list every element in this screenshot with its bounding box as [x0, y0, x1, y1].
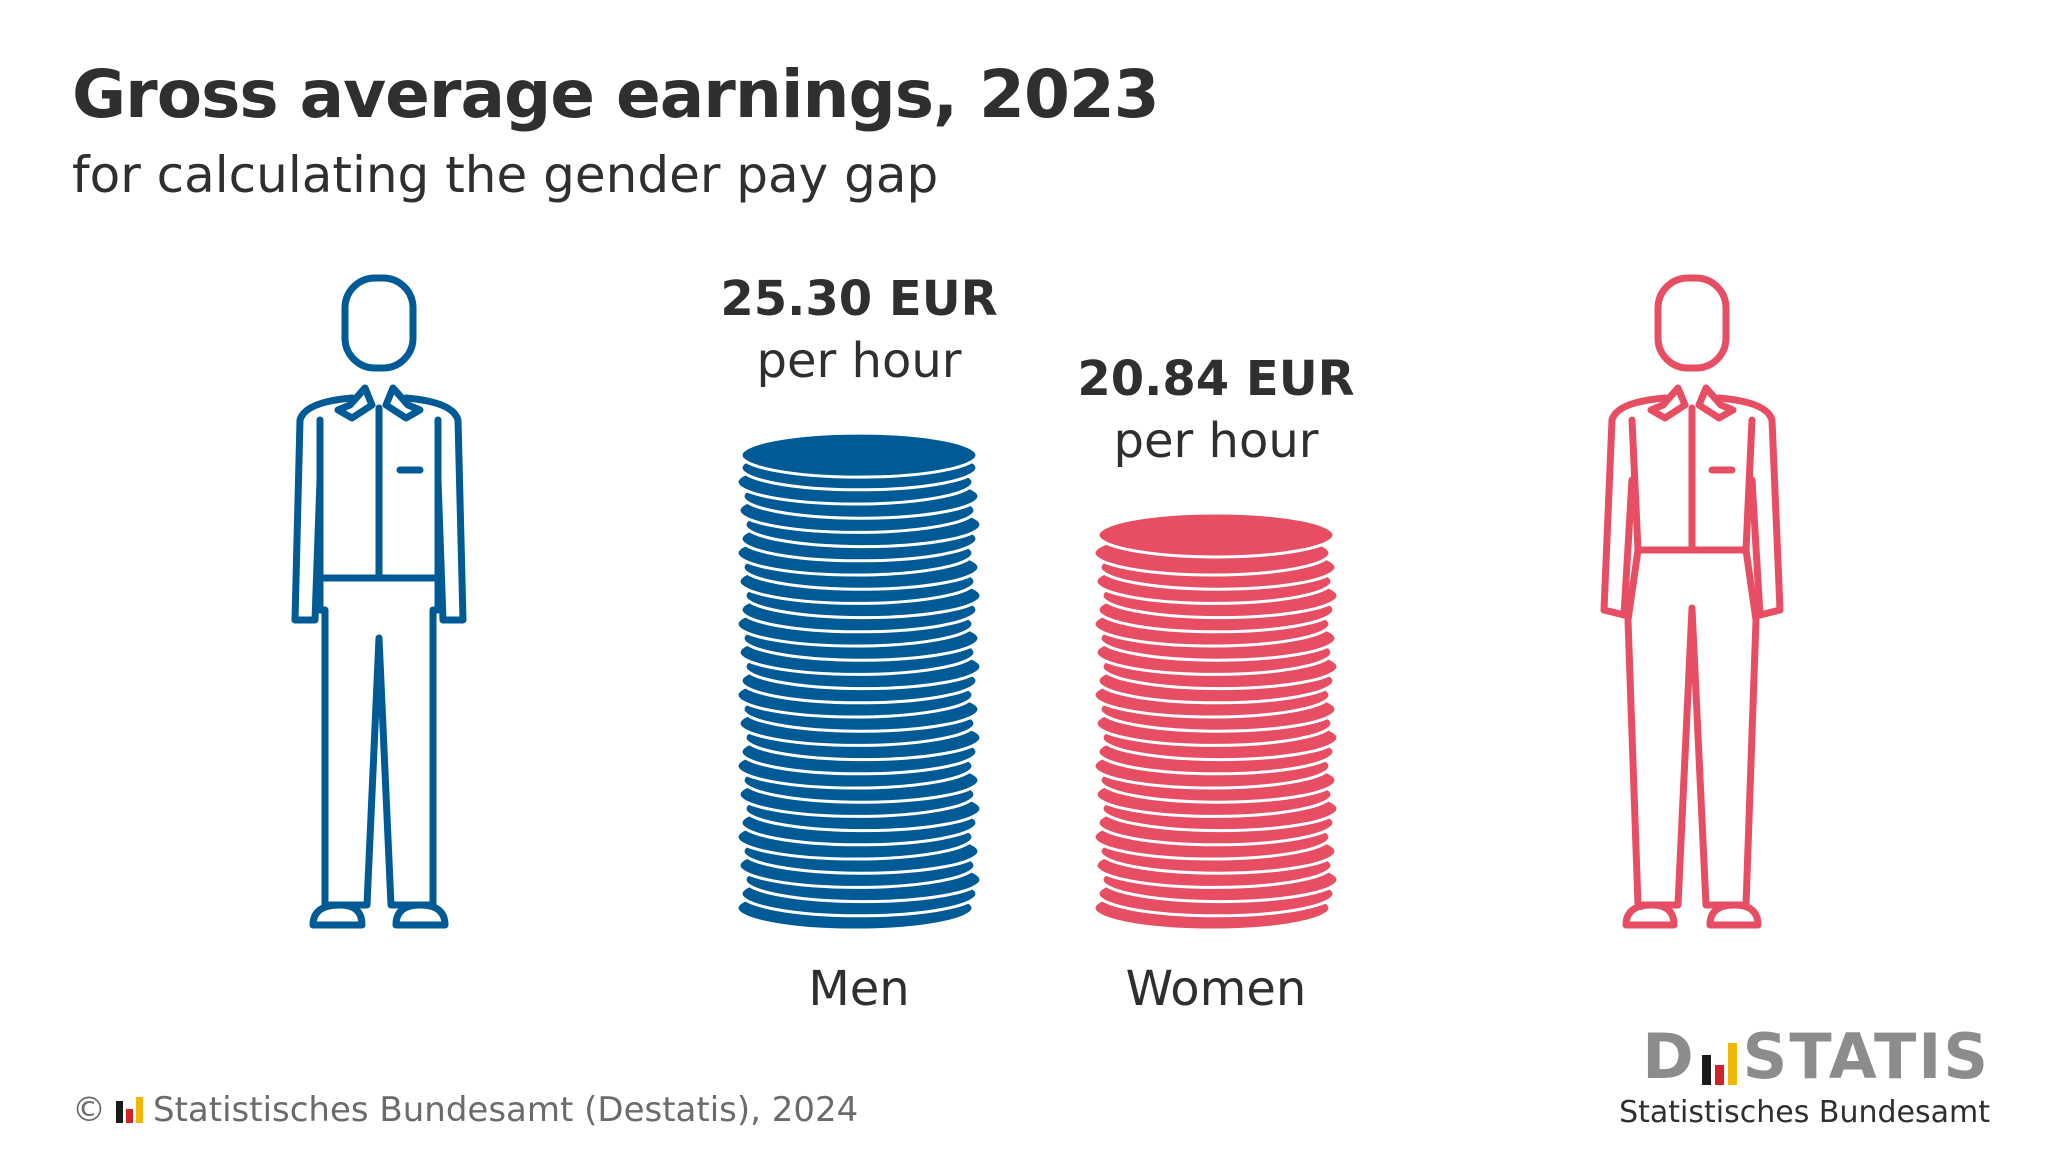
chart-subtitle: for calculating the gender pay gap [72, 146, 939, 204]
copyright-symbol: © [72, 1090, 106, 1130]
logo-tagline: Statistisches Bundesamt [1619, 1095, 1990, 1130]
footer: © Statistisches Bundesamt (Destatis), 20… [72, 1090, 858, 1130]
destatis-mini-logo-icon [116, 1097, 143, 1123]
coin-stack-top [739, 431, 979, 479]
coin-stack-women [1092, 511, 1340, 932]
category-label: Men [808, 961, 909, 1017]
woman-figure-icon [1600, 274, 1784, 929]
man-figure-icon [291, 274, 467, 929]
value-label: 25.30 EUR [720, 271, 997, 327]
unit-label: per hour [757, 333, 962, 389]
logo-letters-statis: STATIS [1742, 1020, 1990, 1093]
chart-title: Gross average earnings, 2023 [72, 56, 1160, 133]
value-label: 20.84 EUR [1077, 351, 1354, 407]
coin-stack-top [1096, 511, 1336, 559]
coin-stack-men [735, 431, 983, 932]
destatis-logo-icon: D STATIS Statistisches Bundesamt [1619, 1020, 1990, 1130]
logo-letter-d: D [1642, 1020, 1696, 1093]
unit-label: per hour [1114, 413, 1319, 469]
category-label: Women [1126, 961, 1307, 1017]
footer-source: Statistisches Bundesamt (Destatis), 2024 [153, 1090, 859, 1130]
logo-bars-icon [1701, 1041, 1737, 1085]
coin-stacks: 25.30 EUR per hour Men 20.84 EUR per hour Wom… [720, 271, 1354, 1017]
